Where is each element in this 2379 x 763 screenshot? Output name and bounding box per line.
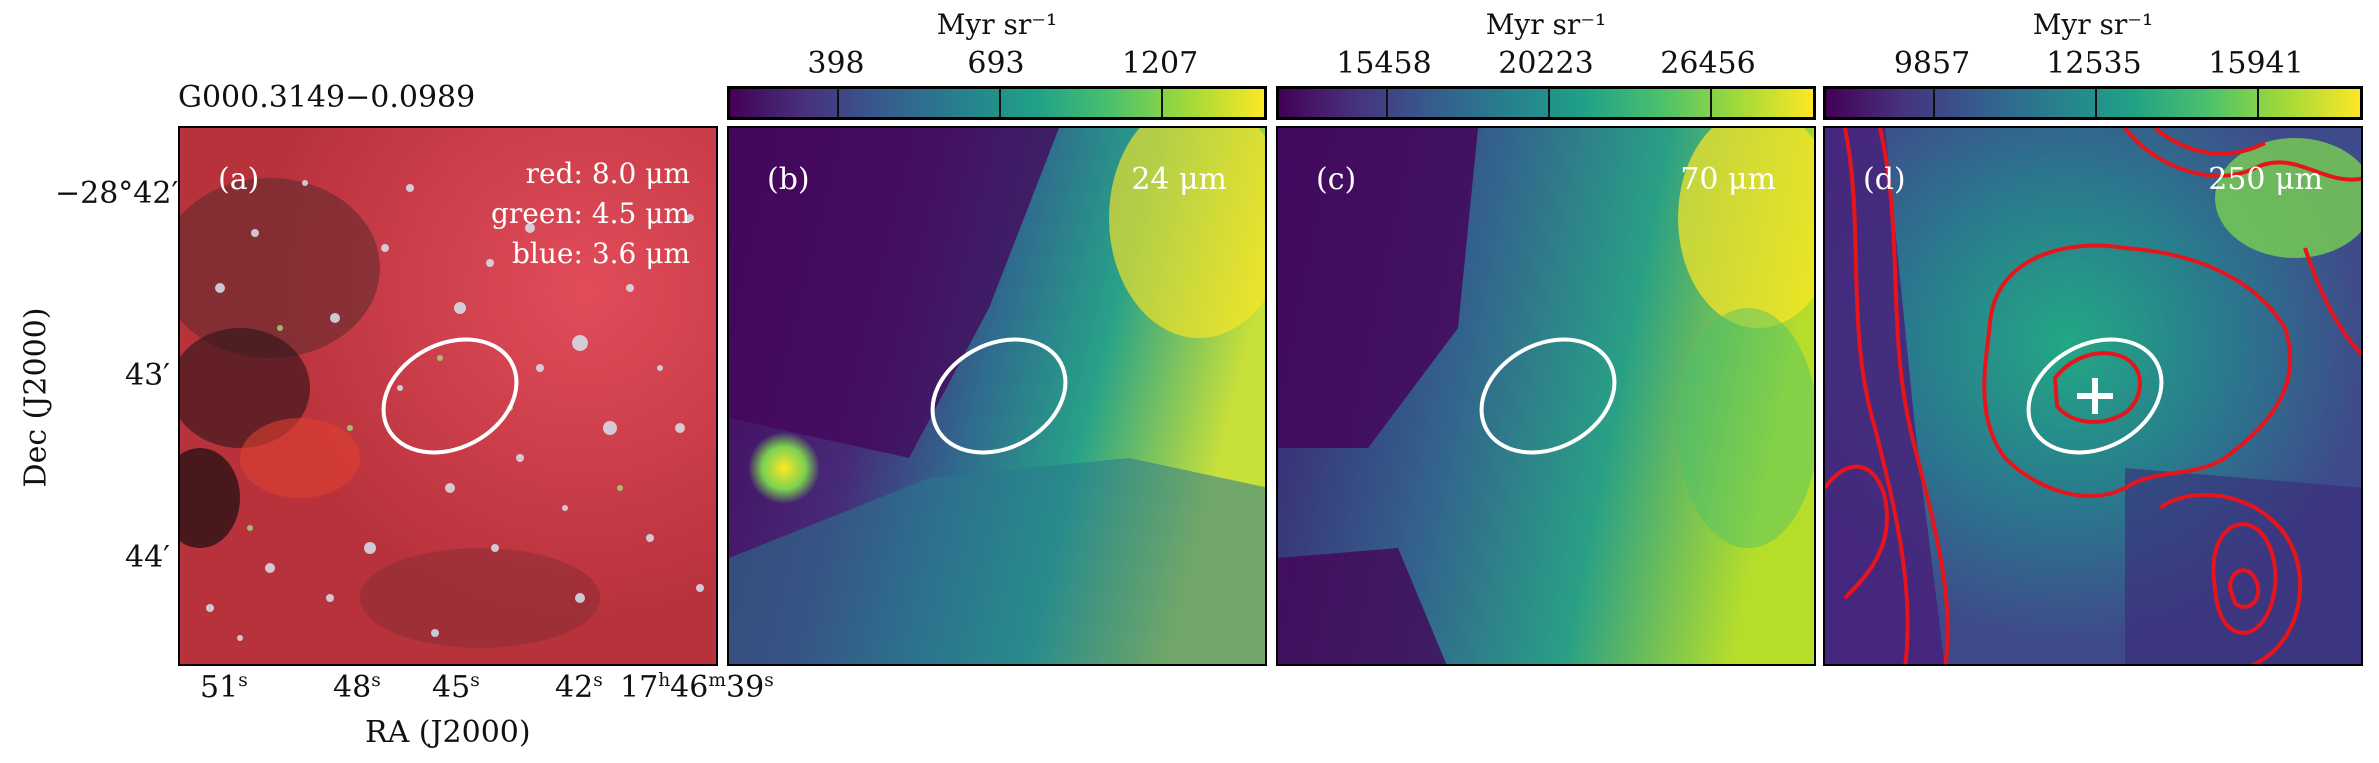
contours-250um xyxy=(1825,128,2361,664)
channel-green: green: 4.5 μm xyxy=(491,197,690,230)
panel-d-250um-image: (d) 250 μm xyxy=(1823,126,2363,666)
dec-tick-1: −28°42′ xyxy=(55,176,179,211)
colorbar-d-tick-1: 9857 xyxy=(1893,46,1971,81)
colorbar-c xyxy=(1276,86,1816,120)
colorbar-unit-b: Myr sr⁻¹ xyxy=(936,8,1058,41)
colorbar-d-tick-3: 15941 xyxy=(2208,46,2304,81)
ellipse-a xyxy=(381,337,519,455)
colorbar-d-tick-2: 12535 xyxy=(2046,46,2142,81)
panel-a-label: (a) xyxy=(218,162,260,197)
ra-tick-origin: 17h46m39s xyxy=(620,670,774,705)
colorbar-unit-d: Myr sr⁻¹ xyxy=(2032,8,2154,41)
dec-tick-3: 44′ xyxy=(125,540,170,575)
panel-c-70um-image: (c) 70 μm xyxy=(1276,126,1816,666)
colorbar-unit-c: Myr sr⁻¹ xyxy=(1485,8,1607,41)
panel-b-label: (b) xyxy=(767,162,810,197)
colorbar-b-tick-1: 398 xyxy=(807,46,865,81)
ra-tick-48s: 48s xyxy=(333,670,381,705)
panel-d-wavelength: 250 μm xyxy=(2208,162,2323,197)
source-name: G000.3149−0.0989 xyxy=(178,80,476,115)
colorbar-b xyxy=(727,86,1267,120)
dec-tick-2: 43′ xyxy=(125,358,170,393)
ellipse-d xyxy=(2026,337,2164,455)
panel-a-rgb-image: (a) red: 8.0 μm green: 4.5 μm blue: 3.6 … xyxy=(178,126,718,666)
panel-a-channels: red: 8.0 μm green: 4.5 μm blue: 3.6 μm xyxy=(491,154,690,274)
panel-c-label: (c) xyxy=(1316,162,1357,197)
colorbar-c-tick-3: 26456 xyxy=(1660,46,1756,81)
panel-c-wavelength: 70 μm xyxy=(1680,162,1776,197)
colorbar-b-tick-2: 693 xyxy=(967,46,1025,81)
peak-marker xyxy=(2077,378,2113,414)
panel-d-label: (d) xyxy=(1863,162,1906,197)
ellipse-c xyxy=(1479,337,1617,455)
colorbar-b-tick-3: 1207 xyxy=(1121,46,1199,81)
ra-tick-51s: 51s xyxy=(200,670,248,705)
y-axis-label: Dec (J2000) xyxy=(18,307,54,488)
ellipse-b xyxy=(930,337,1068,455)
ra-tick-45s: 45s xyxy=(432,670,480,705)
channel-blue: blue: 3.6 μm xyxy=(512,237,690,270)
x-axis-label: RA (J2000) xyxy=(365,715,531,750)
colorbar-d xyxy=(1823,86,2363,120)
panel-b-wavelength: 24 μm xyxy=(1131,162,1227,197)
colorbar-c-tick-1: 15458 xyxy=(1336,46,1432,81)
ra-tick-42s: 42s xyxy=(555,670,603,705)
colorbar-c-tick-2: 20223 xyxy=(1498,46,1594,81)
panel-b-24um-image: (b) 24 μm xyxy=(727,126,1267,666)
channel-red: red: 8.0 μm xyxy=(525,157,690,190)
